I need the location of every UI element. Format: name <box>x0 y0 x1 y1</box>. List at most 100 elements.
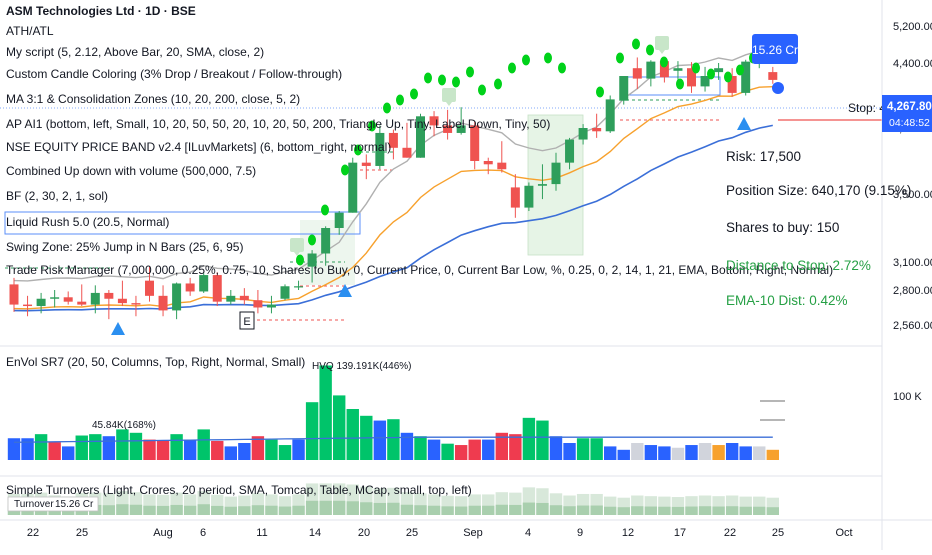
indicator-6[interactable]: Combined Up down with volume (500,000, 7… <box>6 164 256 178</box>
candle[interactable] <box>348 157 358 213</box>
volume-bar[interactable] <box>183 439 197 460</box>
ema-blue-line[interactable] <box>13 124 773 312</box>
candle[interactable] <box>23 295 33 317</box>
candle[interactable] <box>714 63 724 80</box>
volume-bar[interactable] <box>698 443 712 460</box>
indicator-0[interactable]: ATH/ATL <box>6 24 54 38</box>
volume-bar[interactable] <box>454 445 468 460</box>
indicator-7[interactable]: BF (2, 30, 2, 1, sol) <box>6 189 108 203</box>
candle[interactable] <box>36 292 46 314</box>
candle[interactable] <box>50 290 60 308</box>
candle[interactable] <box>429 111 439 137</box>
candle[interactable] <box>768 66 778 84</box>
indicator-9[interactable]: Swing Zone: 25% Jump in N Bars (25, 6, 9… <box>6 240 243 254</box>
volume-bar[interactable] <box>576 438 590 460</box>
volume-bar[interactable] <box>414 436 427 460</box>
volume-bar[interactable] <box>631 443 644 460</box>
candle[interactable] <box>199 273 209 293</box>
candle[interactable] <box>483 157 493 175</box>
indicator-8[interactable]: Liquid Rush 5.0 (20.5, Normal) <box>6 215 169 229</box>
volume-bar[interactable] <box>292 439 305 460</box>
volume-bar[interactable] <box>319 365 332 460</box>
volume-bar[interactable] <box>373 420 387 460</box>
candle[interactable] <box>131 295 141 317</box>
candle[interactable] <box>375 125 385 170</box>
candle[interactable] <box>185 277 195 296</box>
indicator-4[interactable]: AP AI1 (bottom, left, Small, 10, 20, 50,… <box>6 117 550 131</box>
volume-bar[interactable] <box>563 443 576 460</box>
candle[interactable] <box>700 66 710 92</box>
candle[interactable] <box>334 211 344 235</box>
volume-bar[interactable] <box>387 419 400 460</box>
volume-bar[interactable] <box>305 402 319 460</box>
candle[interactable] <box>524 182 534 211</box>
volume-bar[interactable] <box>658 446 671 460</box>
volume-bar[interactable] <box>617 449 630 460</box>
candle[interactable] <box>673 61 683 80</box>
volume-bar[interactable] <box>75 435 88 460</box>
volume-bar[interactable] <box>725 443 739 460</box>
earnings-marker[interactable] <box>239 311 255 330</box>
candle[interactable] <box>9 277 19 312</box>
candle[interactable] <box>402 122 412 158</box>
candle[interactable] <box>578 124 588 145</box>
sma-gray-line[interactable] <box>13 50 773 282</box>
candle[interactable] <box>307 250 317 283</box>
volume-bar[interactable] <box>265 439 278 460</box>
volume-bar[interactable] <box>346 409 359 460</box>
volume-bar[interactable] <box>509 434 522 460</box>
candle[interactable] <box>646 60 656 87</box>
volume-bar[interactable] <box>549 436 563 460</box>
volume-bar[interactable] <box>333 395 346 460</box>
volume-bar[interactable] <box>170 434 183 460</box>
candle[interactable] <box>226 290 236 305</box>
volume-bar[interactable] <box>7 438 21 460</box>
candle[interactable] <box>443 109 453 140</box>
candle[interactable] <box>90 285 100 314</box>
volume-bar[interactable] <box>495 432 508 460</box>
candle[interactable] <box>321 226 331 266</box>
candle[interactable] <box>77 284 87 307</box>
volume-bar[interactable] <box>102 436 116 460</box>
volume-bar[interactable] <box>62 446 75 460</box>
volume-bar[interactable] <box>34 434 48 460</box>
candle[interactable] <box>619 76 629 105</box>
candle[interactable] <box>497 141 507 173</box>
candle[interactable] <box>239 288 249 305</box>
candle[interactable] <box>551 152 561 191</box>
volume-bar[interactable] <box>590 438 603 460</box>
volume-bar[interactable] <box>48 442 61 460</box>
candle[interactable] <box>117 280 127 307</box>
candle[interactable] <box>104 290 114 320</box>
candle[interactable] <box>266 295 276 314</box>
candle[interactable] <box>63 291 73 305</box>
candle[interactable] <box>158 285 168 317</box>
candle[interactable] <box>294 280 304 290</box>
candle[interactable] <box>145 266 154 302</box>
ema-orange-line[interactable] <box>13 86 773 310</box>
volume-bar[interactable] <box>89 434 102 460</box>
volume-bar[interactable] <box>712 445 725 460</box>
volume-bar[interactable] <box>197 429 210 460</box>
volume-bar[interactable] <box>739 446 752 460</box>
volume-bar[interactable] <box>224 446 237 460</box>
indicator-10[interactable]: Trade Risk Manager (7,000,000, 0.25%, 0.… <box>6 263 833 277</box>
indicator-5[interactable]: NSE EQUITY PRICE BAND v2.4 [ILuvMarkets]… <box>6 140 391 154</box>
volume-bar[interactable] <box>278 445 292 460</box>
volume-bar[interactable] <box>671 447 685 460</box>
volume-bar[interactable] <box>522 417 536 460</box>
volume-bar[interactable] <box>441 443 454 460</box>
candle[interactable] <box>361 154 371 180</box>
volume-bar[interactable] <box>468 439 481 460</box>
turnover-title[interactable]: Simple Turnovers (Light, Crores, 20 peri… <box>6 483 472 497</box>
volume-bar[interactable] <box>753 446 766 460</box>
candle[interactable] <box>280 284 290 301</box>
candle[interactable] <box>470 121 480 170</box>
volume-bar[interactable] <box>536 420 549 460</box>
indicator-1[interactable]: My script (5, 2.12, Above Bar, 20, SMA, … <box>6 45 264 59</box>
indicator-2[interactable]: Custom Candle Coloring (3% Drop / Breako… <box>6 67 342 81</box>
volume-bar[interactable] <box>482 439 495 460</box>
candle[interactable] <box>565 137 575 170</box>
candle[interactable] <box>727 68 737 97</box>
